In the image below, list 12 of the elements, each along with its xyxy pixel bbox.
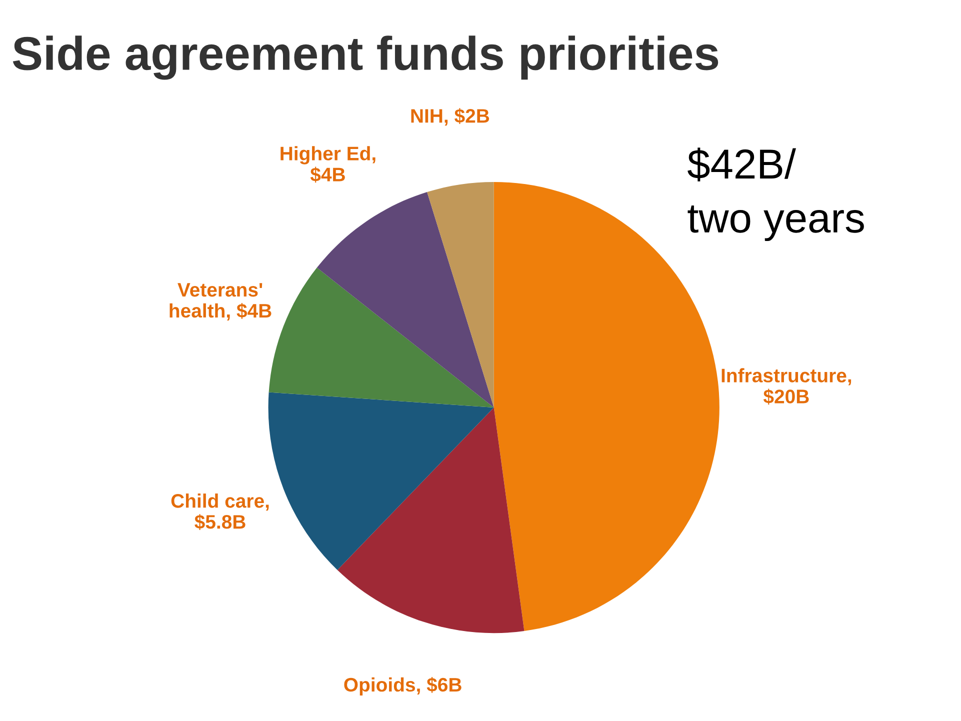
pie-slice (268, 392, 494, 570)
pie-slice (337, 408, 524, 634)
slice-label: Higher Ed, $4B (280, 146, 376, 183)
pie-slice (316, 192, 494, 408)
slice-label: NIH, $2B (411, 108, 490, 126)
slice-label: Infrastructure, $20B (722, 368, 852, 405)
chart-title: Side agreement funds priorities (12, 36, 718, 80)
text: $42B/ two years (688, 148, 864, 242)
slice-label: Veterans' health, $4B (170, 283, 272, 320)
slice-label: Child care, $5.8B (171, 494, 269, 530)
slice-label: Opioids, $6B (344, 677, 462, 696)
pie-slice (427, 182, 494, 408)
